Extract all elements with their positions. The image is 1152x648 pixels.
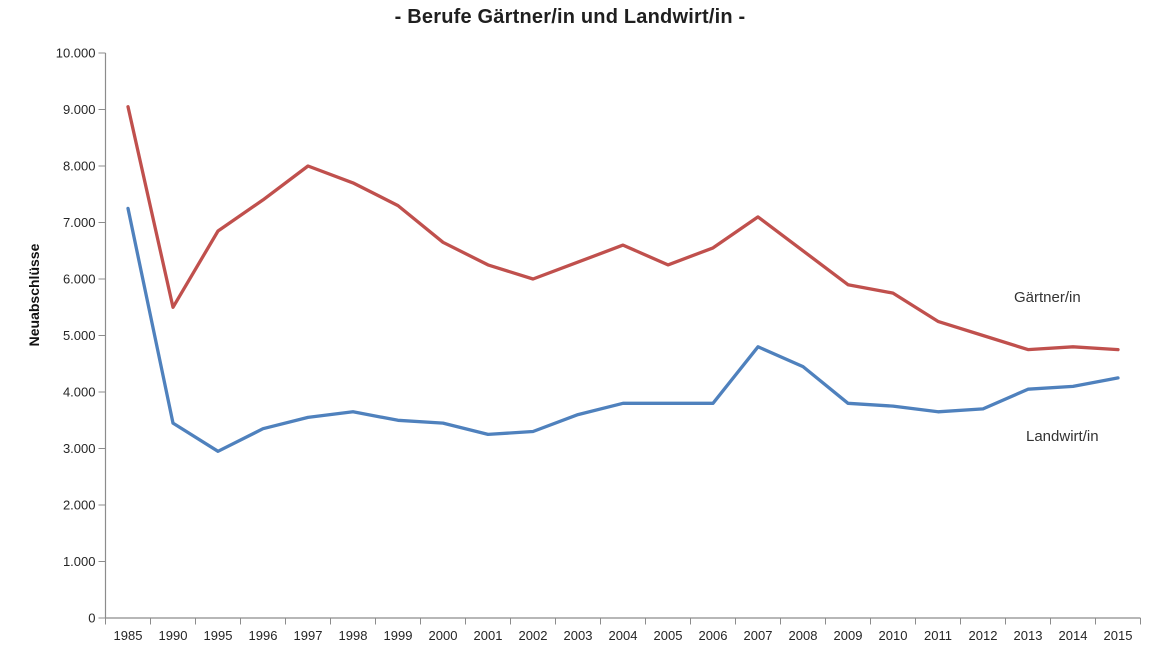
- x-tick-label: 1997: [294, 628, 323, 643]
- x-tick-label: 2012: [969, 628, 998, 643]
- series-line-landwirt-in: [126, 206, 1120, 453]
- y-tick-label: 1.000: [63, 554, 96, 569]
- y-tick-label: 5.000: [63, 328, 96, 343]
- x-tick-label: 2004: [609, 628, 638, 643]
- x-tick-label: 1998: [339, 628, 368, 643]
- x-tick-label: 2009: [834, 628, 863, 643]
- x-tick-label: 1996: [249, 628, 278, 643]
- series-label-landwirt-in: Landwirt/in: [1026, 428, 1099, 445]
- y-tick-label: 6.000: [63, 272, 96, 287]
- series-line-g-rtner-in: [126, 105, 1120, 352]
- x-tick-label: 1990: [159, 628, 188, 643]
- y-tick-label: 4.000: [63, 385, 96, 400]
- y-tick-label: 10.000: [56, 46, 96, 61]
- y-tick-label: 0: [88, 611, 95, 626]
- y-tick-label: 9.000: [63, 102, 96, 117]
- x-tick-label: 2001: [474, 628, 503, 643]
- chart-title: - Berufe Gärtner/in und Landwirt/in -: [394, 6, 746, 28]
- x-tick-label: 2005: [654, 628, 683, 643]
- y-tick-label: 7.000: [63, 215, 96, 230]
- x-tick-label: 2006: [699, 628, 728, 643]
- x-tick-label: 2015: [1104, 628, 1133, 643]
- x-tick-label: 1985: [114, 628, 143, 643]
- x-tick-label: 2002: [519, 628, 548, 643]
- y-tick-label: 8.000: [63, 159, 96, 174]
- series-label-g-rtner-in: Gärtner/in: [1014, 289, 1081, 306]
- x-tick-label: 2011: [924, 628, 952, 643]
- x-tick-label: 2014: [1059, 628, 1088, 643]
- x-tick-label: 2013: [1014, 628, 1043, 643]
- y-tick-label: 3.000: [63, 441, 96, 456]
- x-tick-label: 1995: [204, 628, 233, 643]
- y-tick-label: 2.000: [63, 498, 96, 513]
- x-tick-label: 2008: [789, 628, 818, 643]
- x-tick-label: 2010: [879, 628, 908, 643]
- x-tick-label: 1999: [384, 628, 413, 643]
- x-tick-label: 2000: [429, 628, 458, 643]
- x-tick-label: 2003: [564, 628, 593, 643]
- x-tick-label: 2007: [744, 628, 773, 643]
